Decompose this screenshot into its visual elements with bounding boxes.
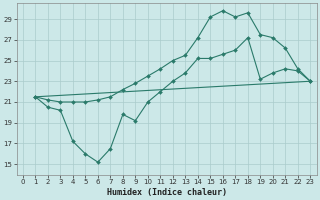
- X-axis label: Humidex (Indice chaleur): Humidex (Indice chaleur): [107, 188, 227, 197]
